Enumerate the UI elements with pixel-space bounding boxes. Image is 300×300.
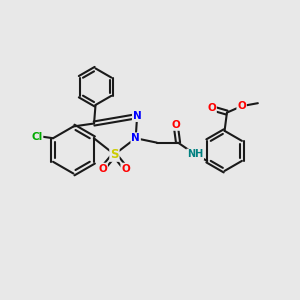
Text: N: N (133, 111, 142, 121)
Text: N: N (131, 133, 140, 143)
Text: O: O (171, 120, 180, 130)
Text: O: O (121, 164, 130, 173)
Text: O: O (98, 164, 107, 173)
Text: Cl: Cl (31, 132, 43, 142)
Text: NH: NH (187, 149, 203, 159)
Text: O: O (207, 103, 216, 113)
Text: O: O (237, 101, 246, 111)
Text: S: S (110, 148, 119, 161)
